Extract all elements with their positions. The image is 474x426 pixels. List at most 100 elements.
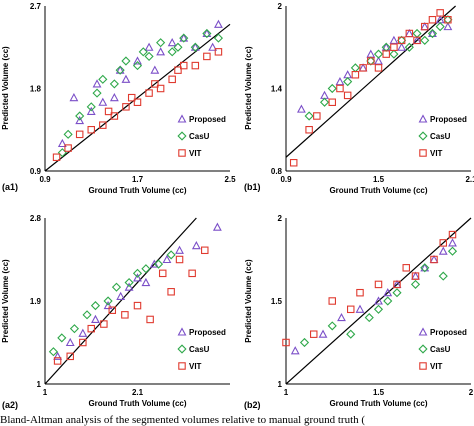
- point-proposed: [428, 28, 437, 38]
- point-vit: [127, 93, 136, 102]
- x-tick-label: 1.5: [373, 388, 385, 397]
- point-vit: [402, 264, 410, 272]
- legend-marker-vit: [419, 149, 427, 157]
- point-vit: [53, 357, 62, 365]
- point-proposed: [381, 42, 391, 51]
- point-vit: [309, 330, 318, 338]
- point-vit: [167, 288, 175, 296]
- point-proposed: [98, 97, 108, 106]
- y-tick-label: 0.8: [271, 167, 283, 176]
- point-casu: [346, 329, 356, 339]
- point-vit: [87, 324, 96, 333]
- point-proposed: [144, 42, 154, 51]
- point-proposed: [121, 74, 131, 83]
- point-casu: [132, 268, 143, 278]
- point-vit: [122, 103, 130, 111]
- y-tick-label: 1.5: [271, 297, 283, 306]
- x-axis-label: Ground Truth Volume (cc): [329, 399, 427, 408]
- y-axis-label: Predicted Volume (cc): [1, 46, 10, 130]
- point-vit: [382, 50, 390, 58]
- x-axis-label: Ground Truth Volume (cc): [329, 186, 427, 195]
- legend-marker-casu: [418, 131, 428, 141]
- point-vit: [356, 288, 364, 297]
- panel-b1: 0.9 1.5 2.1 0.8 1.4 2 Ground Truth Volume (cc)…: [244, 2, 474, 195]
- point-vit: [430, 255, 438, 264]
- point-proposed: [214, 19, 223, 28]
- legend-marker-casu: [177, 131, 187, 141]
- point-casu: [121, 56, 131, 66]
- point-casu: [111, 282, 122, 292]
- legend-label-proposed: Proposed: [189, 328, 226, 337]
- identity-line: [285, 5, 456, 158]
- point-proposed: [109, 93, 119, 102]
- point-proposed: [103, 300, 113, 310]
- point-casu: [141, 264, 151, 274]
- point-proposed: [141, 277, 151, 287]
- y-tick-label: 2.8: [30, 214, 42, 223]
- point-proposed: [438, 246, 448, 255]
- point-vit: [156, 84, 165, 93]
- point-vit: [99, 121, 107, 129]
- point-vit: [133, 301, 142, 310]
- y-tick-label: 1.9: [30, 297, 42, 306]
- point-proposed: [191, 241, 201, 250]
- point-proposed: [420, 263, 430, 272]
- point-vit: [175, 255, 184, 264]
- point-vit: [146, 315, 154, 324]
- point-vit: [289, 159, 298, 167]
- point-proposed: [162, 254, 172, 264]
- point-proposed: [212, 222, 222, 231]
- point-vit: [336, 84, 344, 93]
- figure-caption: Bland-Altman analysis of the segmented v…: [0, 414, 366, 426]
- point-casu: [167, 47, 177, 57]
- point-casu: [389, 49, 399, 59]
- legend-label-casu: CasU: [189, 132, 210, 141]
- point-vit: [87, 126, 96, 134]
- legend-marker-proposed: [177, 114, 187, 123]
- x-tick-label: 1: [284, 388, 289, 397]
- point-casu: [327, 321, 337, 331]
- panel-label: (b1): [244, 182, 261, 192]
- legend-marker-vit: [178, 362, 186, 370]
- identity-line: [44, 217, 197, 385]
- point-vit: [343, 91, 352, 100]
- x-tick-label: 0.9: [280, 175, 292, 184]
- point-proposed: [343, 70, 353, 79]
- point-proposed: [75, 115, 85, 125]
- point-vit: [104, 107, 113, 116]
- point-casu: [48, 347, 58, 357]
- identity-line: [285, 217, 472, 385]
- point-casu: [144, 51, 154, 61]
- point-vit: [100, 320, 108, 328]
- legend-label-casu: CasU: [430, 132, 451, 141]
- point-proposed: [115, 65, 125, 74]
- point-casu: [98, 74, 108, 84]
- x-axis-label: Ground Truth Volume (cc): [88, 186, 186, 195]
- y-tick-label: 1: [278, 380, 283, 389]
- point-proposed: [397, 42, 407, 51]
- point-vit: [188, 269, 196, 278]
- point-vit: [413, 36, 421, 45]
- legend-marker-casu: [418, 344, 428, 354]
- point-proposed: [420, 21, 430, 31]
- point-proposed: [86, 106, 96, 115]
- point-vit: [180, 61, 188, 70]
- point-proposed: [175, 245, 184, 254]
- point-vit: [313, 112, 321, 120]
- point-vit: [66, 352, 74, 361]
- legend-label-casu: CasU: [430, 345, 451, 354]
- figure-canvas: 0.9 1.7 2.5 0.9 1.8 2.7 Ground Truth Volume (c…: [1, 2, 474, 410]
- legend-marker-vit: [178, 149, 186, 157]
- x-tick-label: 2.1: [132, 388, 144, 397]
- point-casu: [443, 15, 453, 25]
- point-proposed: [335, 76, 345, 86]
- legend-label-vit: VIT: [189, 362, 202, 371]
- point-casu: [327, 83, 337, 94]
- point-casu: [132, 61, 143, 71]
- point-proposed: [92, 79, 102, 88]
- point-casu: [156, 38, 166, 48]
- point-proposed: [355, 304, 365, 313]
- point-vit: [397, 36, 406, 45]
- point-vit: [393, 280, 401, 289]
- legend-label-vit: VIT: [430, 149, 443, 158]
